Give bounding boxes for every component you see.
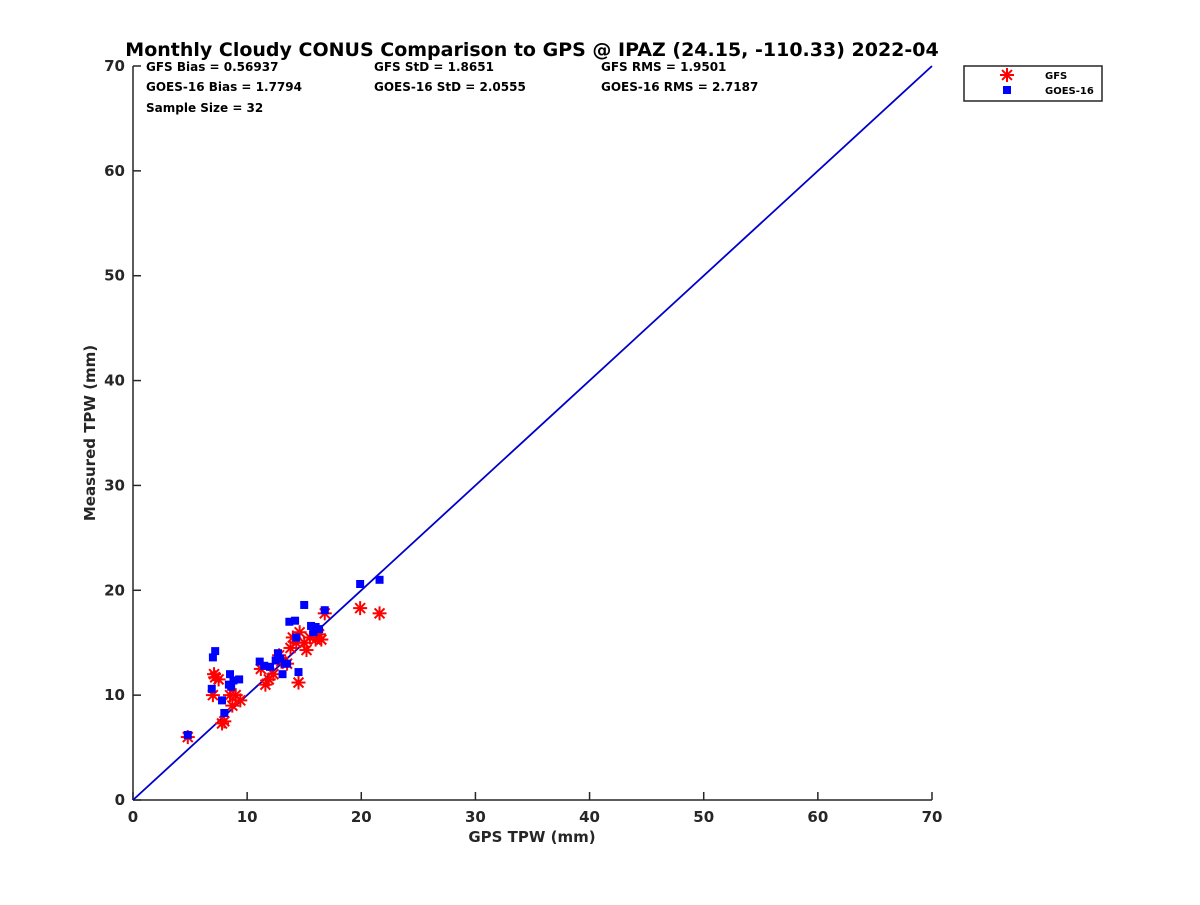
gfs-point [314, 632, 329, 647]
gfs-bias-label: GFS Bias = 0.56937 [146, 60, 278, 74]
gfs-point [299, 643, 314, 658]
y-tick-label: 70 [104, 57, 125, 75]
y-axis-label: Measured TPW (mm) [81, 345, 99, 521]
legend-gfs-asterisk [1000, 68, 1014, 82]
gfs-point [291, 675, 306, 690]
goes-16-series [183, 575, 384, 739]
gfs-point [225, 698, 240, 713]
goes-16-point [207, 684, 216, 693]
legend-gfs-label: GFS [1045, 71, 1067, 82]
goes-16-point [235, 675, 244, 684]
goes-16-point [271, 656, 280, 665]
goes-16-point [292, 633, 301, 642]
x-tick-label: 60 [807, 808, 828, 826]
x-tick-label: 70 [922, 808, 943, 826]
goes-16-point [276, 654, 285, 663]
goes-16-point [211, 647, 220, 656]
x-tick-label: 10 [237, 808, 258, 826]
y-tick-label: 40 [104, 372, 125, 390]
goes-16-point [300, 600, 309, 609]
gfs-point [233, 693, 248, 708]
goes-16-point [307, 621, 316, 630]
x-tick-label: 30 [465, 808, 486, 826]
x-tick-label: 50 [693, 808, 714, 826]
y-tick-label: 20 [104, 581, 125, 599]
goes-16-point [280, 659, 289, 668]
sample-size-label: Sample Size = 32 [146, 101, 263, 115]
goes-16-point [183, 730, 192, 739]
x-tick-label: 40 [579, 808, 600, 826]
goes-16-point [224, 680, 233, 689]
axes: 0 10 20 30 40 50 60 70 0 10 20 30 40 50 60 70 [104, 57, 942, 826]
goes-bias-label: GOES-16 Bias = 1.7794 [146, 80, 302, 94]
goes-16-point [294, 668, 303, 677]
y-tick-label: 30 [104, 476, 125, 494]
goes-16-point [285, 617, 294, 626]
x-tick-label: 20 [351, 808, 372, 826]
legend-goes-marker [1003, 86, 1011, 94]
gfs-point [372, 606, 387, 621]
goes-std-label: GOES-16 StD = 2.0555 [374, 80, 526, 94]
goes-16-point [278, 670, 287, 679]
goes-16-point [320, 606, 329, 615]
goes-16-point [356, 579, 365, 588]
legend-gfs-marker [1000, 68, 1014, 82]
gfs-point [211, 672, 226, 687]
chart-title: Monthly Cloudy CONUS Comparison to GPS @… [125, 39, 938, 61]
goes-rms-label: GOES-16 RMS = 2.7187 [601, 80, 758, 94]
y-tick-label: 0 [115, 791, 125, 809]
legend-goes-label: GOES-16 [1045, 86, 1094, 97]
goes-16-point [273, 649, 282, 658]
gfs-rms-label: GFS RMS = 1.9501 [601, 60, 726, 74]
y-tick-label: 10 [104, 686, 125, 704]
goes-16-point [260, 661, 269, 670]
goes-16-point [375, 575, 384, 584]
x-tick-label: 0 [128, 808, 138, 826]
gfs-std-label: GFS StD = 1.8651 [374, 60, 494, 74]
goes-16-point [229, 676, 238, 685]
goes-16-point [218, 696, 227, 705]
goes-16-point [220, 708, 229, 717]
reference-line-layer [132, 65, 933, 801]
goes-16-point [255, 657, 264, 666]
x-axis-label: GPS TPW (mm) [468, 828, 595, 846]
goes-16-point [226, 670, 235, 679]
goes-16-point [309, 628, 318, 637]
goes-16-point [315, 625, 324, 634]
goes-16-point [265, 662, 274, 671]
y-tick-label: 60 [104, 162, 125, 180]
goes-16-point [208, 653, 217, 662]
y-tick-label: 50 [104, 267, 125, 285]
legend-box [963, 65, 1103, 102]
goes-16-point [291, 616, 300, 625]
gfs-point [353, 601, 368, 616]
legend: GFS GOES-16 [963, 65, 1103, 102]
one-to-one-line [132, 65, 933, 801]
